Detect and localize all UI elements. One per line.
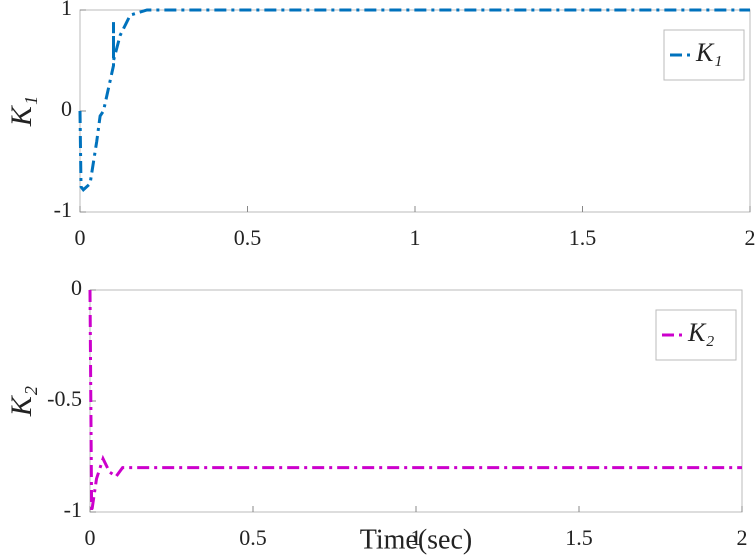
subplot: 0 0.5 1 1.5 2 -1 -0.5 0 K₂ Time(sec) K₂ bbox=[5, 275, 748, 555]
x-tick-label: 1.5 bbox=[569, 225, 597, 250]
data-line bbox=[78, 8, 750, 192]
y-axis-label: K₂ bbox=[5, 386, 38, 417]
legend-box bbox=[655, 309, 737, 361]
y-tick-label: -1 bbox=[54, 197, 72, 222]
x-tick-label: 0.5 bbox=[239, 525, 267, 550]
x-tick-label: 1 bbox=[410, 225, 421, 250]
x-tick-label: 2 bbox=[745, 225, 756, 250]
x-axis-label: Time(sec) bbox=[360, 524, 473, 555]
y-tick-label: 1 bbox=[61, 0, 72, 20]
legend-label: K₁ bbox=[695, 38, 722, 67]
x-tick-label: 0 bbox=[85, 525, 96, 550]
y-tick-label: 0 bbox=[61, 96, 72, 121]
data-line bbox=[88, 289, 742, 513]
x-tick-label: 0.5 bbox=[234, 225, 262, 250]
axes-box bbox=[89, 289, 743, 513]
y-tick-label: -1 bbox=[64, 497, 82, 522]
legend-label: K₂ bbox=[687, 318, 714, 347]
x-tick-label: 2 bbox=[737, 525, 748, 550]
y-tick-label: -0.5 bbox=[47, 386, 82, 411]
x-tick-label: 1.5 bbox=[565, 525, 593, 550]
y-tick-label: 0 bbox=[71, 275, 82, 300]
x-tick-label: 0 bbox=[75, 225, 86, 250]
x-tick-label: 1 bbox=[411, 525, 422, 550]
axes-box bbox=[79, 9, 751, 213]
y-axis-label: K₁ bbox=[5, 96, 38, 127]
